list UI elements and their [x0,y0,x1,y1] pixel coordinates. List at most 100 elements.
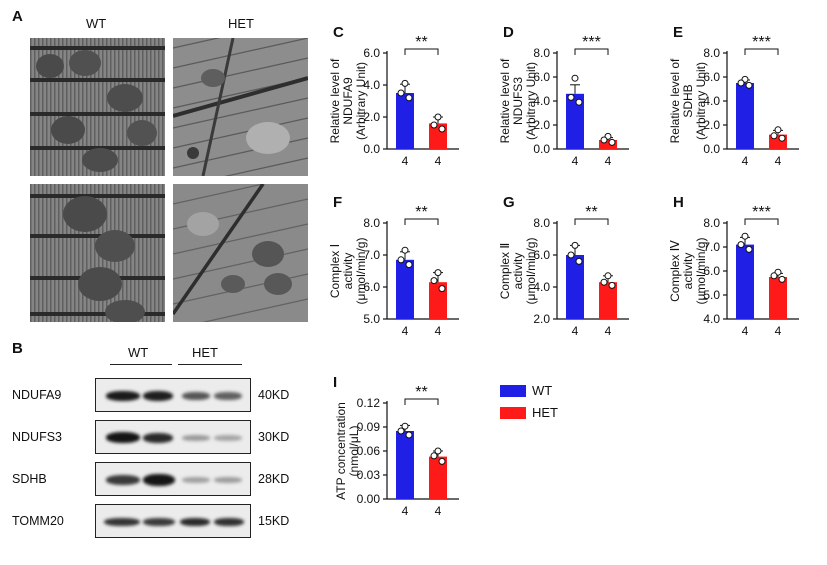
blot-name-tomm20: TOMM20 [12,514,64,528]
significance-bracket [744,48,779,55]
data-point-wt [575,257,583,265]
x-category-label-wt: 4 [572,154,579,168]
y-axis-label: NDUFS3 [511,77,525,125]
y-tick-label: 4.0 [363,78,380,92]
y-axis-label: (μmol/min/g) [354,238,368,305]
y-tick-label: 0.00 [357,492,381,506]
significance-label: ** [585,204,597,221]
y-tick-label: 4.0 [533,280,550,294]
significance-label: ** [415,384,427,401]
significance-label: ** [415,204,427,221]
y-tick-label: 6.0 [533,70,550,84]
significance-bracket [404,48,439,55]
panel-letter-g: G [503,194,515,211]
panel-letter-h: H [673,194,684,211]
blot-row-sdhb [95,462,251,496]
x-category-label-wt: 4 [572,324,579,338]
x-category-label-het: 4 [775,154,782,168]
y-axis-label: (μmol/min/g) [524,238,538,305]
x-category-label-wt: 4 [402,504,409,518]
y-axis-label: (Arbitrary Unit) [524,62,538,140]
x-category-label-wt: 4 [402,324,409,338]
data-point-het [770,272,778,280]
y-tick-label: 0.06 [357,444,381,458]
y-axis-label: Relative level of [498,58,512,143]
em-wt-label: WT [86,16,107,31]
y-tick-label: 5.0 [363,312,380,326]
significance-bracket [404,398,439,405]
legend-wt-swatch [500,384,526,397]
em-het-label: HET [228,16,254,31]
x-category-label-wt: 4 [402,154,409,168]
legend-wt: WT [500,383,552,398]
y-axis-label: activity [681,253,695,290]
y-axis-label: (Arbitrary Unit) [354,62,368,140]
panel-letter-a: A [12,8,23,25]
data-point-wt [741,232,749,240]
panel-letter-f: F [333,194,342,211]
legend-wt-label: WT [532,383,553,398]
y-tick-label: 0.0 [533,142,550,156]
blot-row-tomm20 [95,504,251,538]
y-axis-label: ATP concentration [334,402,348,500]
data-point-wt [397,427,405,435]
wb-group-het-line [178,364,242,365]
data-point-wt [405,94,413,102]
data-point-het [608,138,616,146]
panel-letter-e: E [673,24,683,41]
data-point-het [438,457,446,465]
significance-bracket [574,48,609,55]
bar-wt [566,255,584,319]
x-category-label-wt: 4 [742,154,749,168]
y-tick-label: 0.03 [357,468,381,482]
y-tick-label: 6.0 [533,248,550,262]
data-point-wt [737,79,745,87]
chart-e: E Relative level of SDHB (Arbitrary Unit) 0.… [668,24,799,168]
y-tick-label: 2.0 [703,118,720,132]
data-point-het [438,125,446,133]
panel-letter-c: C [333,24,344,41]
blot-name-sdhb: SDHB [12,472,47,486]
y-tick-label: 8.0 [703,46,720,60]
x-category-label-het: 4 [435,324,442,338]
blot-kd-ndufa9: 40KD [258,388,290,402]
chart-i: I ATP concentration (nmol/μL) 0.00 0.03 0.06 0… [333,374,459,518]
data-point-het [770,132,778,140]
y-tick-label: 7.0 [363,248,380,262]
y-tick-label: 0.12 [357,396,381,410]
y-axis-label: Relative level of [668,58,682,143]
data-point-het [430,121,438,129]
data-point-het [434,113,442,121]
y-tick-label: 8.0 [533,216,550,230]
data-point-wt [405,261,413,269]
y-axis-label: SDHB [681,84,695,117]
y-tick-label: 6.0 [703,264,720,278]
y-tick-label: 4.0 [533,94,550,108]
data-point-het [600,136,608,144]
bar-het [599,140,617,149]
bar-wt [396,259,414,319]
y-tick-label: 7.0 [703,240,720,254]
y-tick-label: 4.0 [703,94,720,108]
y-axis-label: activity [511,253,525,290]
data-point-wt [397,256,405,264]
data-point-het [434,269,442,277]
y-tick-label: 8.0 [533,46,550,60]
x-category-label-het: 4 [435,154,442,168]
bar-het [429,456,447,499]
blot-kd-sdhb: 28KD [258,472,290,486]
data-point-wt [567,251,575,259]
x-category-label-het: 4 [435,504,442,518]
data-point-het [778,134,786,142]
bar-wt [736,83,754,149]
data-point-het [608,281,616,289]
data-point-het [778,275,786,283]
data-point-wt [571,241,579,249]
panel-letter-d: D [503,24,514,41]
legend-het: HET [500,405,558,420]
y-tick-label: 4.0 [703,312,720,326]
x-category-label-het: 4 [605,154,612,168]
wb-group-wt-label: WT [128,345,149,360]
wb-group-het-label: HET [192,345,218,360]
